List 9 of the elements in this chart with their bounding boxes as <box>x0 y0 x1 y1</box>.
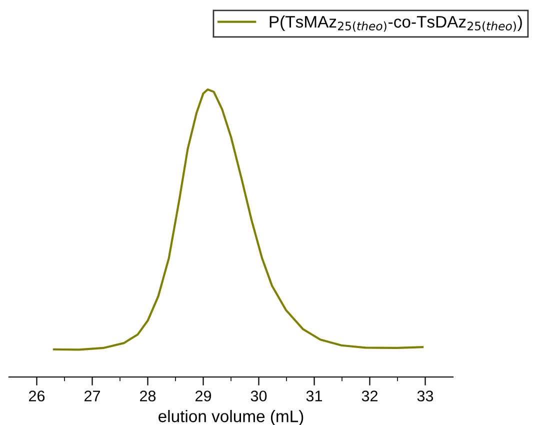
x-tick-label: 32 <box>362 390 378 402</box>
x-tick-label: 33 <box>417 390 434 402</box>
x-tick-label: 29 <box>196 390 212 402</box>
legend-label: P(TsMAz$_{25(theo)}$-co-TsDAz$_{25(theo)}$) <box>270 15 522 32</box>
x-tick-label: 30 <box>250 390 267 402</box>
x-tick-label: 26 <box>29 390 45 402</box>
x-tick-label: 31 <box>306 390 322 402</box>
x-tick-label: 27 <box>84 390 100 402</box>
x-tick-label: 28 <box>140 390 156 402</box>
